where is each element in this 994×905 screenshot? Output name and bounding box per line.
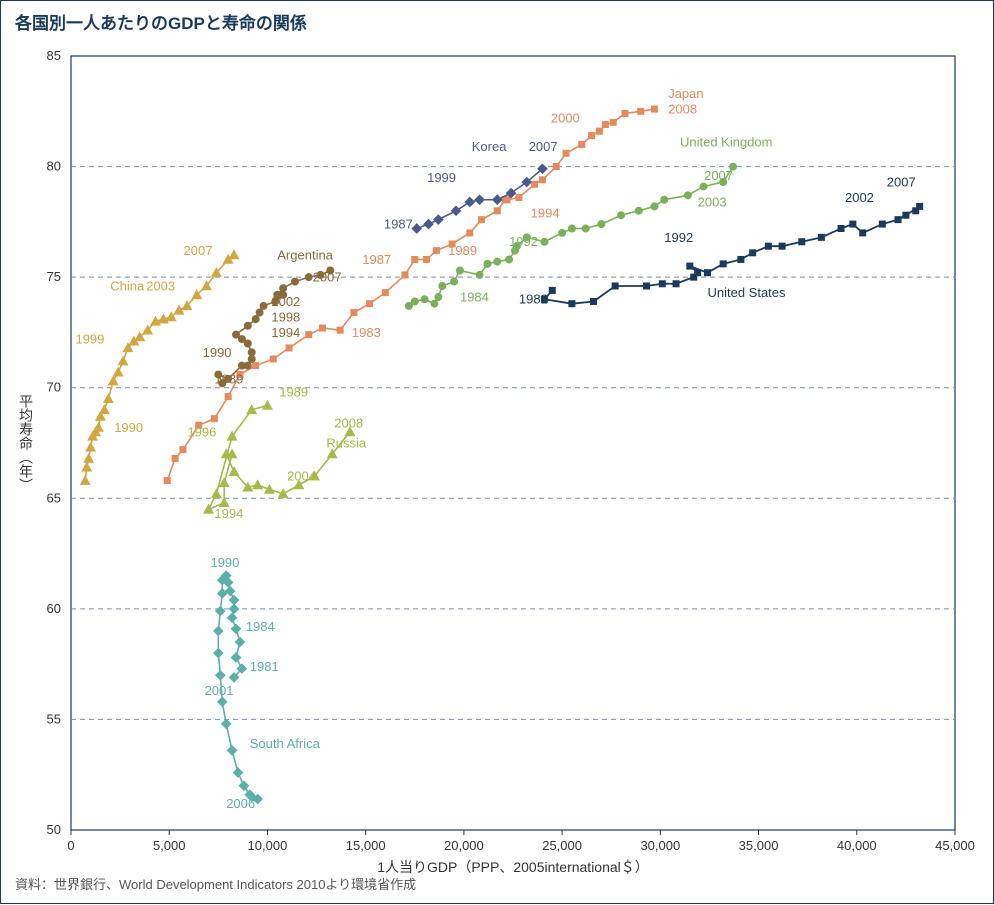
svg-text:1人当りGDP（PPP、2005international＄: 1人当りGDP（PPP、2005international＄） [377, 859, 649, 875]
svg-text:1990: 1990 [114, 420, 143, 435]
svg-text:5,000: 5,000 [153, 838, 186, 853]
svg-text:65: 65 [47, 490, 61, 505]
svg-text:85: 85 [47, 48, 61, 63]
svg-text:45,000: 45,000 [935, 838, 975, 853]
svg-text:South Africa: South Africa [250, 736, 321, 751]
svg-text:China: China [110, 278, 145, 293]
svg-text:25,000: 25,000 [542, 838, 582, 853]
svg-text:1984: 1984 [460, 289, 489, 304]
svg-text:1984: 1984 [246, 619, 275, 634]
svg-text:1989: 1989 [279, 385, 308, 400]
svg-text:1982: 1982 [519, 292, 548, 307]
svg-text:2004: 2004 [287, 469, 316, 484]
svg-text:2007: 2007 [704, 168, 733, 183]
svg-text:Russia: Russia [326, 435, 367, 450]
svg-text:1987: 1987 [362, 252, 391, 267]
svg-text:80: 80 [47, 159, 61, 174]
svg-text:30,000: 30,000 [640, 838, 680, 853]
svg-text:Korea: Korea [472, 139, 507, 154]
svg-text:1983: 1983 [352, 325, 381, 340]
svg-text:2008: 2008 [668, 101, 697, 116]
svg-text:平均寿命（年）: 平均寿命（年） [18, 394, 34, 492]
svg-text:2002: 2002 [271, 294, 300, 309]
svg-text:0: 0 [67, 838, 74, 853]
svg-text:2007: 2007 [184, 243, 213, 258]
svg-text:1994: 1994 [271, 325, 300, 340]
svg-text:60: 60 [47, 601, 61, 616]
svg-text:1981: 1981 [250, 659, 279, 674]
svg-text:2007: 2007 [887, 174, 916, 189]
svg-text:1990: 1990 [203, 345, 232, 360]
svg-text:10,000: 10,000 [248, 838, 288, 853]
svg-text:1994: 1994 [214, 506, 243, 521]
svg-text:1987: 1987 [384, 216, 413, 231]
svg-text:2007: 2007 [313, 270, 342, 285]
svg-text:15,000: 15,000 [346, 838, 386, 853]
svg-text:1999: 1999 [75, 331, 104, 346]
svg-text:2003: 2003 [698, 194, 727, 209]
svg-text:1989: 1989 [448, 243, 477, 258]
svg-text:40,000: 40,000 [837, 838, 877, 853]
svg-text:35,000: 35,000 [739, 838, 779, 853]
svg-text:2000: 2000 [551, 110, 580, 125]
svg-text:1990: 1990 [210, 555, 239, 570]
svg-text:2007: 2007 [529, 139, 558, 154]
svg-text:50: 50 [47, 822, 61, 837]
svg-text:1996: 1996 [187, 424, 216, 439]
svg-text:2006: 2006 [226, 796, 255, 811]
svg-text:United States: United States [707, 285, 786, 300]
svg-text:United Kingdom: United Kingdom [680, 135, 773, 150]
svg-text:1989: 1989 [214, 371, 243, 386]
svg-text:1992: 1992 [664, 230, 693, 245]
svg-text:Japan: Japan [668, 86, 703, 101]
svg-text:2008: 2008 [334, 416, 363, 431]
source-note: 資料：世界銀行、World Development Indicators 201… [15, 874, 416, 893]
svg-text:1994: 1994 [531, 205, 560, 220]
svg-text:20,000: 20,000 [444, 838, 484, 853]
svg-text:2003: 2003 [146, 278, 175, 293]
svg-text:55: 55 [47, 711, 61, 726]
svg-text:1992: 1992 [509, 234, 538, 249]
svg-text:75: 75 [47, 269, 61, 284]
svg-text:Argentina: Argentina [277, 247, 333, 262]
chart-container: { "title": "各国別一人あたりのGDPと寿命の関係", "source… [0, 0, 994, 904]
chart-svg: 50 55 60 65 70 75 80 85 0 5,000 10,000 15,000 20,000… [1, 1, 994, 905]
svg-text:1998: 1998 [271, 309, 300, 324]
svg-text:2001: 2001 [205, 683, 234, 698]
svg-text:1999: 1999 [427, 170, 456, 185]
svg-text:2002: 2002 [845, 190, 874, 205]
svg-text:70: 70 [47, 380, 61, 395]
